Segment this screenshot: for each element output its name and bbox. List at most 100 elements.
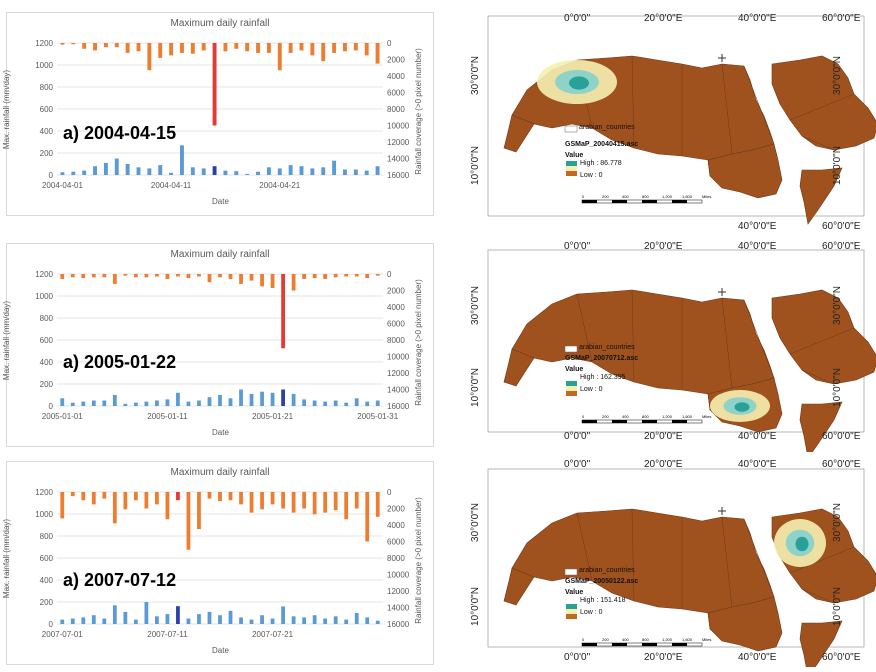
scale-label: 200: [602, 414, 609, 419]
max-rainfall-bar: [60, 619, 65, 624]
coverage-bar: [123, 274, 128, 276]
country-shape: [771, 55, 876, 151]
lon-label: 60°0'0"E: [822, 459, 861, 470]
y-tick-label: 200: [40, 380, 54, 389]
legend-ramp-mid: [566, 386, 577, 391]
country-border: [631, 289, 635, 383]
max-rainfall-bar: [81, 401, 86, 406]
y2-tick-label: 2000: [387, 287, 405, 296]
lon-label: 0°0'0": [564, 241, 591, 252]
max-rainfall-bar: [91, 400, 96, 406]
x-tick-label: 2007-07-11: [147, 630, 188, 639]
max-rainfall-bar: [71, 171, 76, 175]
max-rainfall-bar: [218, 615, 222, 624]
map-geometry: [487, 249, 876, 459]
scale-label: 0: [582, 414, 585, 419]
north-arrow-icon: [718, 507, 726, 515]
scale-label: 800: [642, 194, 649, 199]
scale-bar-segment: [672, 200, 687, 203]
x-tick-label: 2005-01-01: [42, 412, 83, 421]
max-rainfall-bar: [312, 615, 317, 624]
max-rainfall-bar: [70, 618, 75, 624]
y-tick-label: 400: [40, 358, 54, 367]
coverage-bar: [288, 43, 293, 53]
coverage-bar: [354, 274, 359, 277]
lat-label: 10°0'0"N: [469, 587, 481, 626]
coverage-bar: [186, 492, 191, 550]
coverage-bar: [256, 43, 260, 53]
legend-ramp-high: [566, 161, 577, 166]
y2-tick-label: 4000: [387, 521, 405, 530]
country-border: [789, 93, 855, 121]
coverage-bar: [158, 43, 163, 58]
lon-label: 40°0'0"E: [738, 431, 777, 442]
chart-title: Maximum daily rainfall: [170, 249, 270, 260]
rainfall-chart-2007: Maximum daily rainfall 0 200 400 600 800 1000…: [2, 461, 434, 665]
y2-tick-label: 12000: [387, 138, 410, 147]
coverage-bar: [266, 43, 271, 53]
coverage-bar: [218, 274, 222, 278]
lon-label: 20°0'0"E: [644, 241, 683, 252]
max-rainfall-bar: [365, 617, 370, 624]
legend-ramp-low: [566, 614, 577, 619]
coverage-bar: [312, 274, 317, 279]
legend-high: High : 151.418: [580, 597, 626, 604]
y-tick-label: 0: [49, 402, 54, 411]
map-svg: 0 200 400 800 1,200 1,600 Miles: [487, 15, 876, 225]
lat-label: 30°0'0"N: [469, 286, 481, 325]
coverage-bar: [197, 492, 201, 530]
max-rainfall-bar: [302, 399, 307, 406]
max-rainfall-bar: [323, 401, 328, 406]
country-border: [743, 65, 775, 145]
max-rainfall-bar: [102, 400, 107, 406]
y-tick-label: 1000: [35, 510, 53, 519]
max-rainfall-bar: [249, 393, 254, 406]
y2-tick-label: 0: [387, 488, 392, 497]
max-rainfall-bar: [354, 398, 359, 406]
coverage-bar: [155, 274, 159, 277]
coverage-bar: [190, 43, 195, 54]
country-border: [707, 612, 711, 630]
max-rainfall-bar: [60, 172, 65, 175]
y2-tick-label: 12000: [387, 587, 410, 596]
country-shape: [511, 508, 775, 614]
x-axis-label: Date: [212, 428, 229, 437]
max-rainfall-bar: [321, 167, 326, 175]
coverage-bar: [186, 274, 191, 279]
y2-tick-label: 6000: [387, 320, 405, 329]
lat-label: 10°0'0"N: [469, 146, 481, 185]
legend-ramp-mid: [566, 609, 577, 614]
x-tick-label: 2005-01-21: [252, 412, 293, 421]
legend-dataset: GSMaP_20070712.asc: [565, 355, 639, 362]
y-tick-label: 200: [40, 598, 54, 607]
max-rainfall-bar: [197, 614, 201, 624]
coverage-bar: [180, 43, 184, 53]
max-rainfall-bar: [197, 400, 201, 406]
max-rainfall-bar: [201, 168, 206, 175]
coverage-bar: [245, 43, 250, 52]
max-rainfall-bar: [155, 400, 159, 406]
scale-label: 1,600: [682, 194, 693, 199]
map-svg: 0 200 400 800 1,200 1,600 Miles: [487, 249, 876, 459]
max-rainfall-bar: [176, 392, 180, 406]
coverage-bar: [136, 43, 141, 52]
coverage-bar: [207, 274, 212, 283]
country-border: [801, 369, 835, 385]
max-rainfall-bar: [249, 619, 254, 624]
max-rainfall-bar: [133, 619, 138, 624]
max-rainfall-bar: [375, 400, 380, 406]
y2-axis-label: Rainfall coverage (>0 pixel number): [413, 497, 423, 624]
max-rainfall-bar: [93, 166, 97, 175]
y2-tick-label: 12000: [387, 369, 410, 378]
max-rainfall-bar: [144, 602, 149, 624]
y2-tick-label: 4000: [387, 72, 405, 81]
y2-tick-label: 10000: [387, 122, 410, 131]
coverage-bar: [228, 274, 233, 279]
scale-bar-segment: [582, 200, 597, 203]
max-rainfall-bar: [123, 403, 128, 406]
coverage-bar: [114, 43, 119, 48]
max-rainfall-bar: [228, 610, 233, 624]
y-tick-label: 600: [40, 554, 54, 563]
max-rainfall-bar: [234, 171, 239, 175]
scale-bar-segment: [672, 420, 687, 423]
